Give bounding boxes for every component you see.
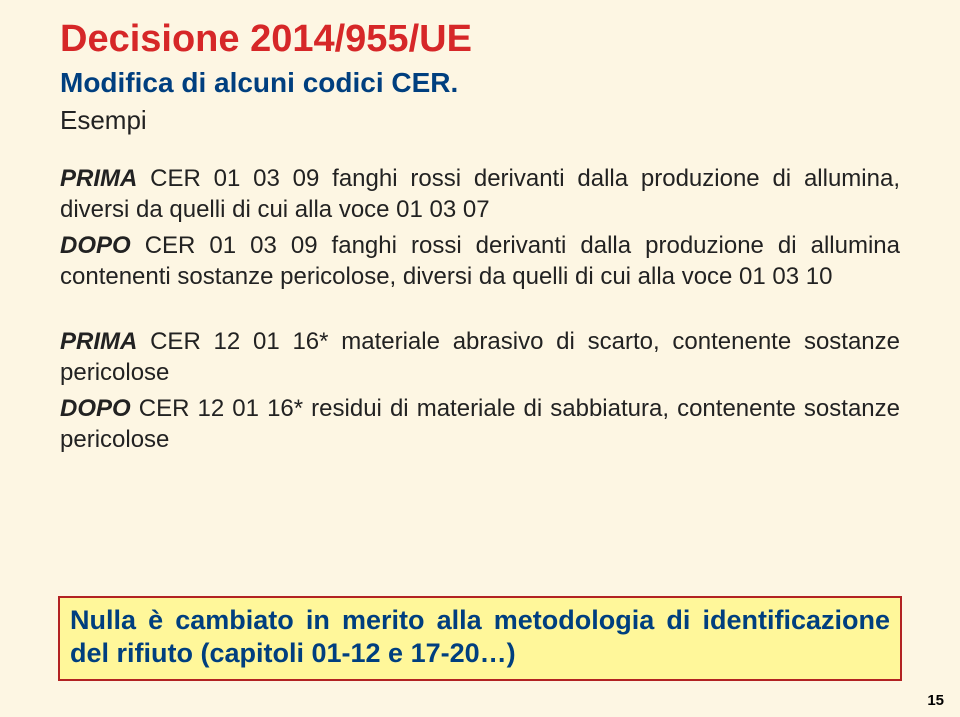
slide: Decisione 2014/955/UE Modifica di alcuni… [0,0,960,717]
dopo-text-1: CER 01 03 09 fanghi rossi derivanti dall… [60,232,900,290]
highlight-box: Nulla è cambiato in merito alla metodolo… [58,596,902,682]
examples-label: Esempi [60,105,900,136]
example-dopo-2: DOPO CER 12 01 16* residui di materiale … [60,394,900,455]
prima-text-2: CER 12 01 16* materiale abrasivo di scar… [60,328,900,386]
dopo-label: DOPO [60,232,131,259]
example-prima-1: PRIMA CER 01 03 09 fanghi rossi derivant… [60,164,900,225]
page-title: Decisione 2014/955/UE [60,18,900,61]
dopo-label-2: DOPO [60,395,131,422]
example-dopo-1: DOPO CER 01 03 09 fanghi rossi derivanti… [60,231,900,292]
subtitle: Modifica di alcuni codici CER. [60,67,900,99]
example-prima-2: PRIMA CER 12 01 16* materiale abrasivo d… [60,327,900,388]
dopo-text-2: CER 12 01 16* residui di materiale di sa… [60,395,900,453]
prima-text-1: CER 01 03 09 fanghi rossi derivanti dall… [60,165,900,223]
highlight-text: Nulla è cambiato in merito alla metodolo… [70,604,890,672]
prima-label: PRIMA [60,165,137,192]
page-number: 15 [927,692,944,709]
prima-label-2: PRIMA [60,328,137,355]
